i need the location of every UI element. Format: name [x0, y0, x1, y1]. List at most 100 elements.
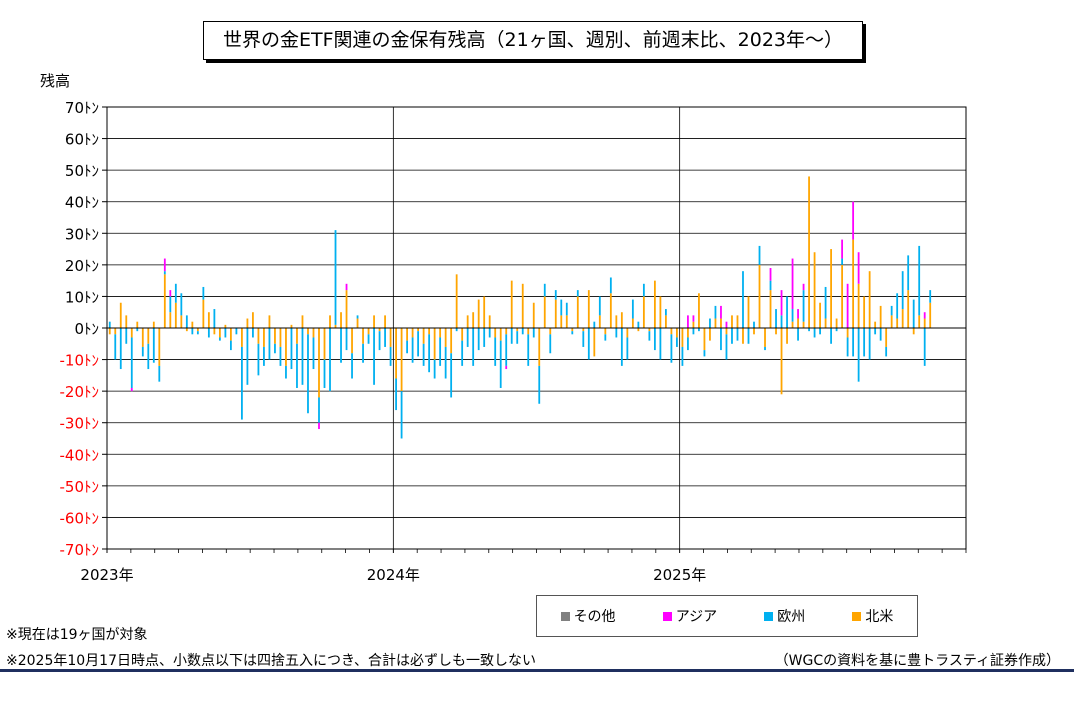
bar-segment — [714, 318, 717, 328]
bar-segment — [731, 328, 733, 344]
bar-segment — [764, 328, 766, 347]
bar-segment — [130, 337, 133, 388]
bar-segment — [885, 328, 888, 347]
bar-segment — [775, 328, 777, 335]
bar-segment — [538, 328, 541, 366]
bar-segment — [510, 280, 513, 328]
bar-segment — [676, 328, 678, 338]
bar-segment — [797, 328, 799, 341]
bar-segment — [874, 321, 877, 328]
bar-segment — [907, 255, 910, 291]
bar-segment — [648, 331, 651, 341]
bar-segment — [653, 328, 656, 351]
bar-segment — [786, 296, 788, 328]
bar-segment — [505, 365, 508, 370]
bar-segment — [450, 353, 453, 398]
bar-segment — [665, 315, 667, 328]
legend-item-north-america: 北米 — [852, 606, 893, 626]
bar-segment — [483, 328, 486, 347]
bar-segment — [235, 328, 238, 335]
bar-segment — [879, 328, 882, 341]
bar-segment — [857, 252, 860, 284]
bar-segment — [356, 318, 359, 328]
bar-segment — [185, 315, 188, 328]
bar-segment — [307, 334, 309, 414]
bar-segment — [461, 340, 464, 366]
bar-segment — [367, 328, 370, 335]
bar-segment — [824, 286, 827, 319]
bar-segment — [318, 397, 320, 423]
bar-segment — [263, 346, 265, 366]
bar-segment — [857, 283, 860, 328]
bar-segment — [742, 271, 744, 328]
bar-segment — [780, 290, 783, 316]
x-tick-label: 2024年 — [367, 566, 420, 584]
bar-segment — [395, 378, 397, 411]
bar-segment — [422, 343, 425, 366]
bar-segment — [466, 328, 469, 347]
bar-segment — [841, 239, 844, 259]
bar-segment — [406, 340, 408, 354]
bar-segment — [896, 293, 899, 319]
bar-segment — [125, 328, 128, 344]
y-tick-label: -60ﾄﾝ — [60, 509, 100, 527]
bar-segment — [400, 328, 403, 392]
source-note: （WGCの資料を基に豊トラスティ証券作成） — [774, 653, 1060, 669]
bar-segment — [538, 365, 541, 404]
bar-segment — [466, 315, 469, 328]
bar-segment — [923, 312, 926, 319]
bar-segment — [626, 337, 629, 360]
bar-segment — [692, 321, 695, 328]
bar-segment — [742, 328, 744, 344]
bar-segment — [565, 315, 568, 328]
bar-segment — [174, 302, 177, 328]
bar-segment — [499, 328, 502, 341]
bar-segment — [780, 328, 783, 395]
bar-segment — [351, 353, 353, 379]
chart-title: 世界の金ETF関連の金保有残高（21ヶ国、週別、前週末比、2023年～） — [203, 21, 863, 60]
legend-swatch-north-america — [852, 611, 862, 621]
bar-segment — [747, 328, 750, 344]
bar-segment — [802, 283, 805, 291]
bar-segment — [532, 302, 535, 328]
bar-segment — [191, 321, 194, 328]
bar-segment — [687, 337, 689, 351]
bar-segment — [725, 321, 728, 328]
bar-segment — [615, 315, 618, 328]
bar-segment — [334, 230, 337, 325]
bar-segment — [912, 299, 915, 328]
bar-segment — [676, 337, 678, 347]
bar-segment — [433, 359, 436, 379]
bar-segment — [345, 290, 348, 328]
bar-segment — [422, 328, 425, 344]
bar-segment — [202, 299, 205, 328]
bar-segment — [929, 302, 932, 328]
bar-segment — [670, 328, 673, 335]
bar-segment — [163, 274, 166, 328]
bar-segment — [830, 249, 832, 328]
bar-segment — [174, 283, 177, 303]
y-tick-label: 10ﾄﾝ — [65, 288, 99, 306]
bar-segment — [670, 334, 673, 363]
bar-segment — [345, 328, 348, 351]
bar-segment — [213, 328, 216, 335]
bar-segment — [152, 321, 155, 328]
bar-segment — [720, 318, 722, 328]
bar-segment — [191, 328, 194, 335]
bar-segment — [576, 296, 579, 328]
legend-label-north-america: 北米 — [865, 609, 894, 625]
bar-segment — [560, 299, 563, 316]
bar-segment — [565, 302, 568, 316]
bar-segment — [169, 312, 172, 328]
bar-segment — [747, 296, 750, 328]
bar-segment — [758, 245, 761, 265]
bar-segment — [918, 315, 921, 328]
bar-segment — [797, 318, 799, 328]
bar-segment — [455, 274, 458, 328]
bar-segment — [631, 299, 634, 319]
y-tick-label: -40ﾄﾝ — [60, 446, 100, 464]
bar-segment — [417, 331, 420, 357]
bar-segment — [450, 328, 453, 354]
legend-item-asia: アジア — [662, 606, 717, 626]
bar-segment — [472, 312, 475, 328]
